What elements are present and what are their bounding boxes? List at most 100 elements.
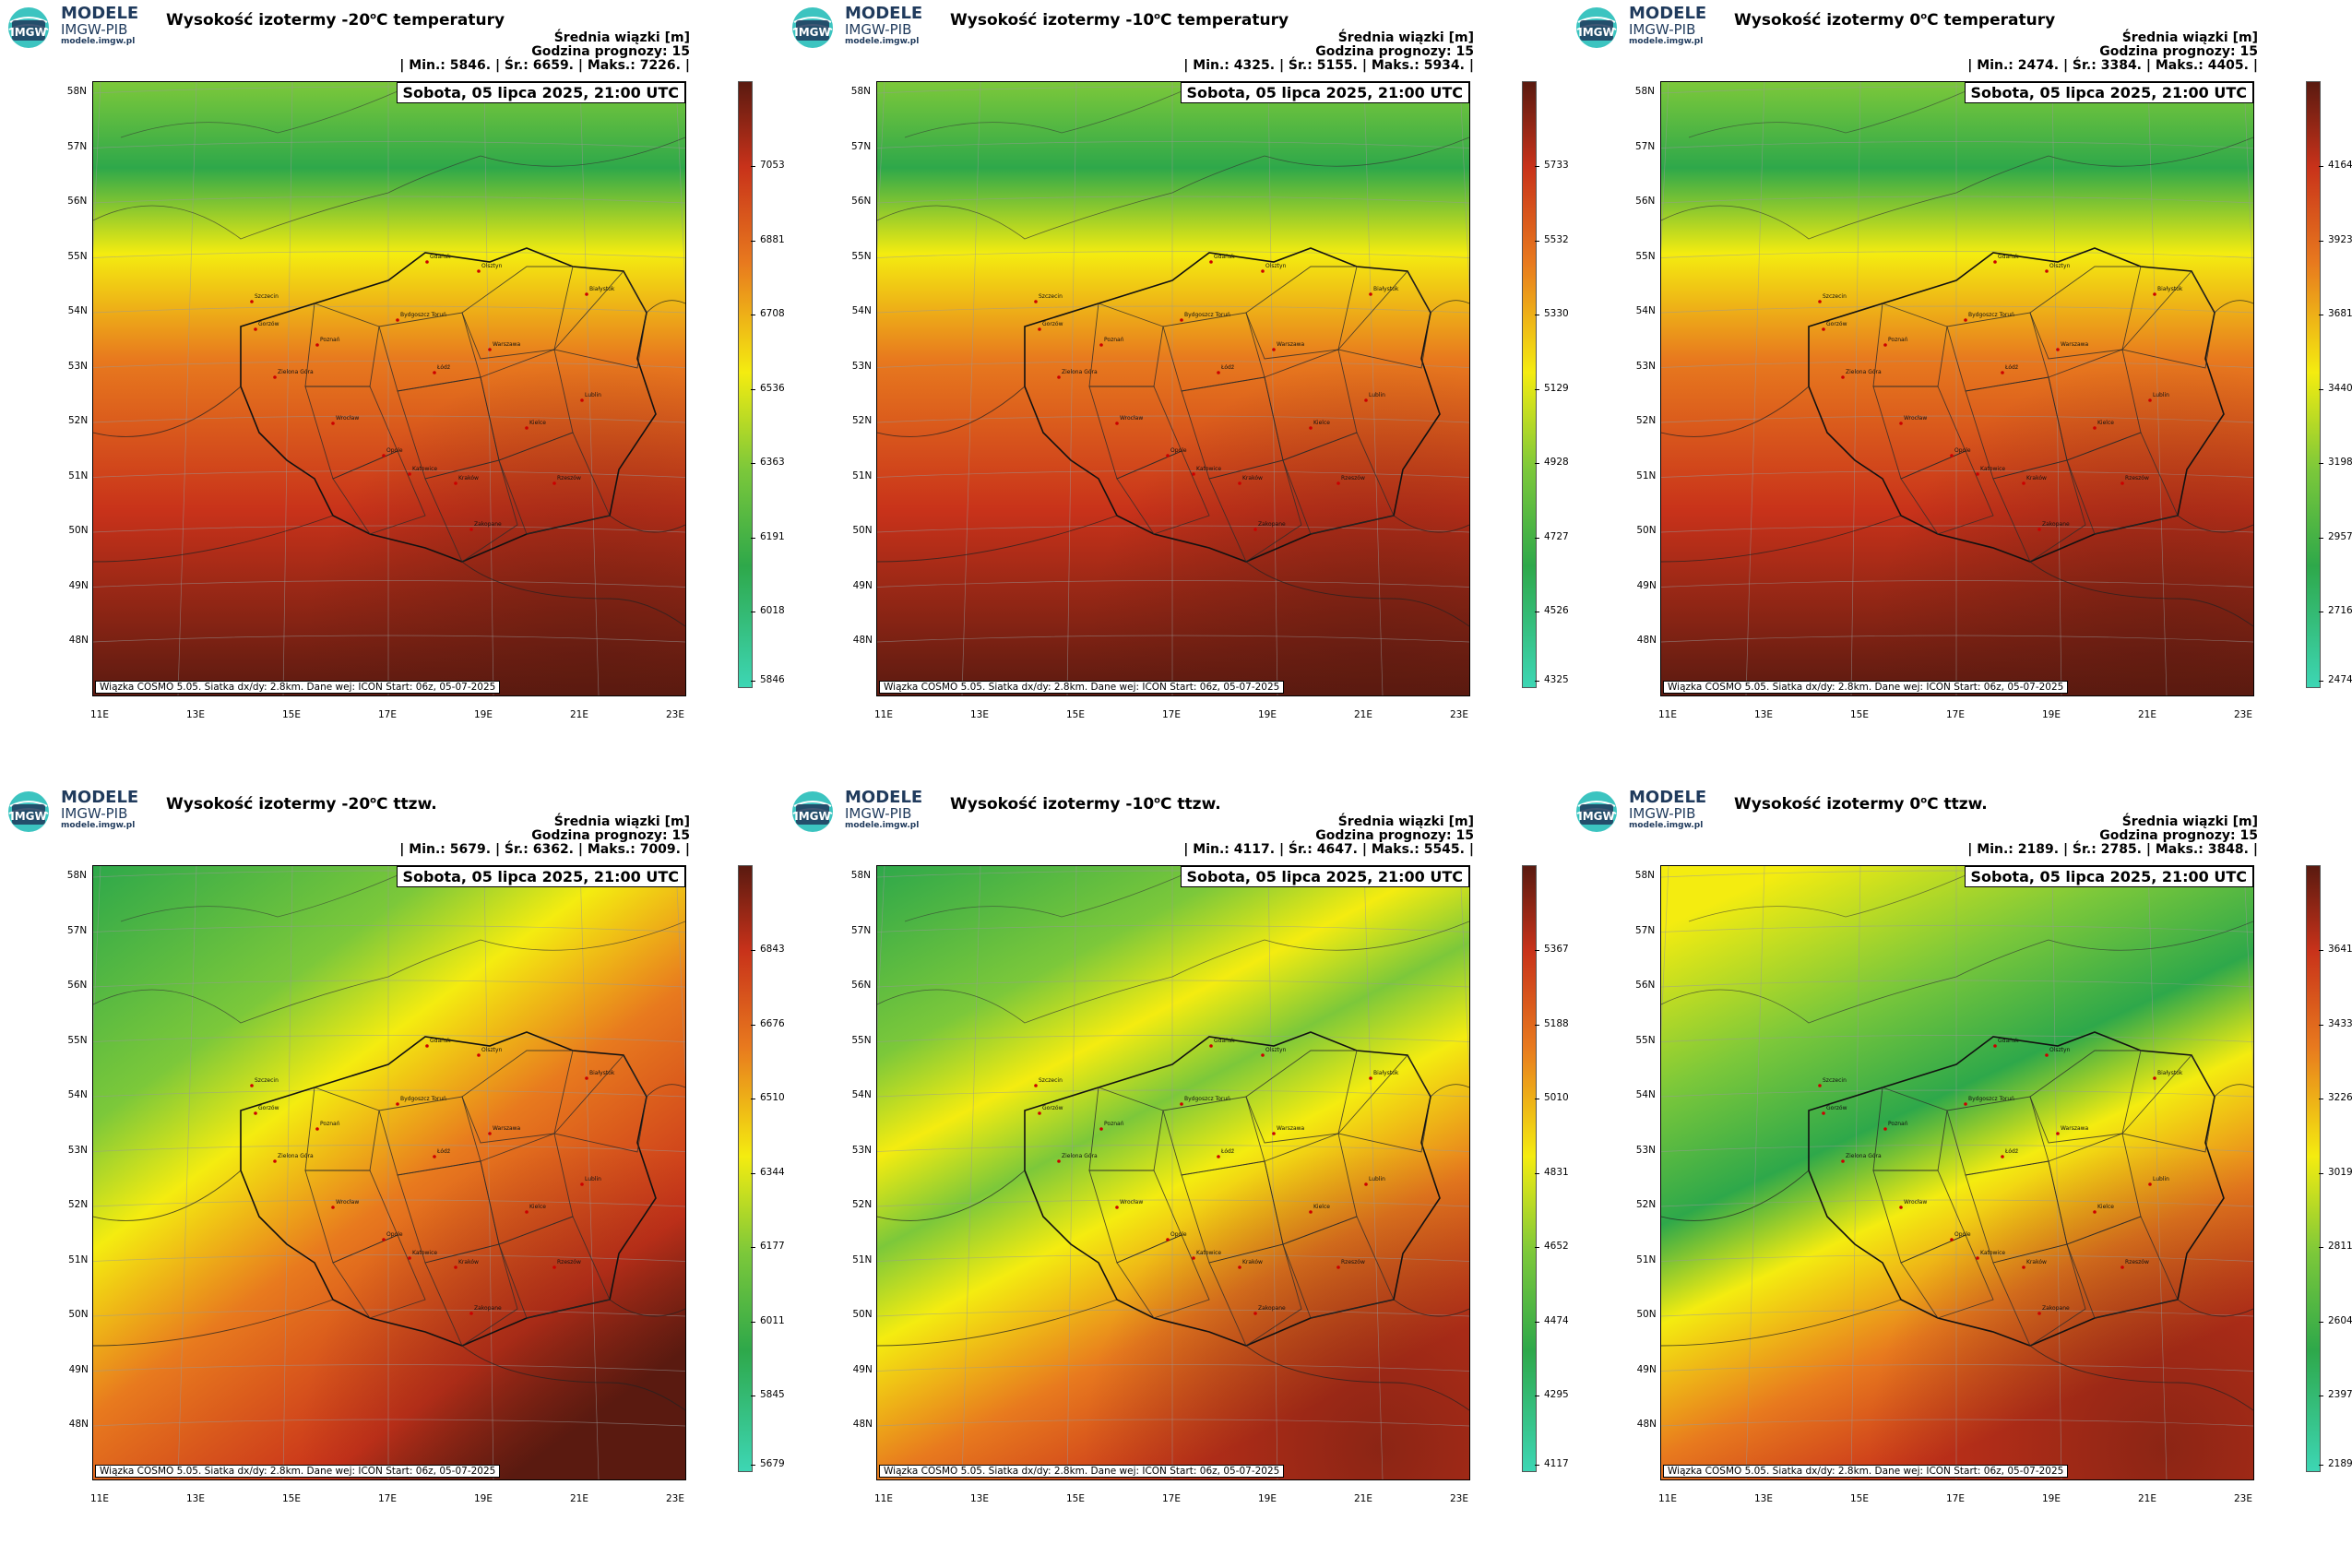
map-area[interactable]: Gdańsk Olsztyn Białystok Szczecin Bydgos… [1660,865,2254,1480]
logo-text: IMGW [1578,810,1615,823]
model-footer: Wiązka COSMO 5.05. Siatka dx/dy: 2.8km. … [879,681,1285,694]
lat-label: 54N [851,1089,872,1100]
country-borders [93,1084,685,1411]
city-dot [585,292,588,296]
brand-url[interactable]: modele.imgw.pl [61,820,136,830]
colorbar-tick [2319,1172,2323,1174]
lat-label: 53N [67,1144,88,1156]
brand-url[interactable]: modele.imgw.pl [845,820,920,830]
lon-label: 13E [1754,1493,1773,1504]
city-label: Zielona Góra [1062,369,1098,375]
brand-url[interactable]: modele.imgw.pl [845,36,920,46]
map-area[interactable]: Gdańsk Olsztyn Białystok Szczecin Bydgos… [876,81,1470,696]
city-label: Zakopane [2042,521,2070,528]
city-dot [2153,292,2156,296]
colorbar-label: 5367 [1544,944,1569,955]
stats-line: | Min.: 5679. | Śr.: 6362. | Maks.: 7009… [399,842,690,857]
city-label: Kielce [2097,420,2114,426]
city-dot [469,1312,473,1315]
stat-max: 7009. [639,842,681,857]
lat-label: 48N [68,635,89,646]
city-label: Katowice [412,466,437,472]
city-label: Warszawa [1277,341,1305,348]
city-label: Olsztyn [1265,1047,1287,1053]
lat-label: 51N [68,1253,89,1265]
logo-text: IMGW [794,810,831,823]
city-dot [396,318,399,322]
city-dot [315,343,319,347]
city-label: Szczecin [1823,293,1847,300]
lon-label: 11E [90,1493,109,1504]
lat-label: 50N [68,1309,89,1320]
city-label: Gorzów [1826,1105,1847,1111]
city-dot [1057,375,1061,379]
brand-url[interactable]: modele.imgw.pl [1629,820,1704,830]
lon-label: 15E [1850,1493,1869,1504]
lat-label: 50N [1636,525,1657,536]
forecast-hour: Godzina prognozy: 15 [531,828,690,843]
city-label: Łódź [436,364,450,371]
city-dot [1217,1155,1220,1158]
lon-label: 23E [666,709,684,720]
map-area[interactable]: Gdańsk Olsztyn Białystok Szczecin Bydgos… [92,865,686,1480]
lat-label: 56N [67,980,88,991]
stat-avg: 5155. [1316,58,1359,73]
city-dot [1369,1076,1372,1080]
stats-block: Średnia wiązki [m] Godzina prognozy: 15 … [1967,31,2258,73]
city-label: Gorzów [1826,321,1847,327]
city-label: Kraków [1242,475,1263,481]
colorbar-tick [751,1247,755,1248]
city-label: Kraków [458,1259,479,1265]
lat-label: 55N [851,1034,872,1046]
model-footer: Wiązka COSMO 5.05. Siatka dx/dy: 2.8km. … [1663,681,2069,694]
map-area[interactable]: Gdańsk Olsztyn Białystok Szczecin Bydgos… [876,865,1470,1480]
city-label: Bydgoszcz Toruń [1184,1096,1230,1102]
stat-max: 5934. [1423,58,1465,73]
lat-label: 50N [852,1309,873,1320]
colorbar-label: 6536 [760,382,785,394]
panel-title: Wysokość izotermy -10oC temperatury [950,11,1289,30]
forecast-hour: Godzina prognozy: 15 [1315,44,1474,59]
panel-title: Wysokość izotermy -10oC ttzw. [950,795,1221,814]
lon-label: 23E [666,1493,684,1504]
city-dot [254,1111,257,1115]
stat-avg: 4647. [1316,842,1359,857]
city-label: Bydgoszcz Toruń [1968,312,2014,318]
colorbar [1522,865,1537,1472]
colorbar-tick [1535,240,1539,242]
colorbar-label: 2397 [2328,1389,2352,1400]
lat-label: 52N [1635,1199,1657,1210]
lat-label: 52N [1635,415,1657,426]
city-dot [1822,1111,1825,1115]
city-dot [1841,375,1845,379]
map-area[interactable]: Gdańsk Olsztyn Białystok Szczecin Bydgos… [1660,81,2254,696]
city-dot [580,1182,584,1186]
brand-url[interactable]: modele.imgw.pl [61,36,136,46]
city-label: Gdańsk [430,254,451,260]
panel-title: Wysokość izotermy -20oC ttzw. [166,795,437,814]
lat-label: 55N [67,1034,88,1046]
colorbar-tick [2319,537,2323,539]
city-dot [1253,1312,1257,1315]
forecast-hour: Godzina prognozy: 15 [531,44,690,59]
date-box: Sobota, 05 lipca 2025, 21:00 UTC [396,866,685,887]
colorbar-label: 4164 [2328,160,2352,171]
city-dot [1818,1084,1822,1087]
lat-label: 48N [1636,1419,1657,1430]
brand-org: IMGW-PIB [1629,804,1696,822]
lat-label: 49N [1636,1363,1657,1375]
map-area[interactable]: Gdańsk Olsztyn Białystok Szczecin Bydgos… [92,81,686,696]
lon-label: 11E [1658,709,1677,720]
colorbar-tick [1535,1024,1539,1026]
city-label: Opole [1170,447,1187,454]
subtitle: Średnia wiązki [m] [1337,814,1474,829]
brand-url[interactable]: modele.imgw.pl [1629,36,1704,46]
colorbar-tick [751,537,755,539]
city-label: Opole [386,1231,403,1238]
lat-label: 56N [851,980,872,991]
city-dot [1899,422,1903,425]
city-label: Szczecin [255,293,279,300]
city-label: Wrocław [1120,415,1143,422]
city-dot [2001,371,2004,374]
colorbar-tick [751,1321,755,1323]
